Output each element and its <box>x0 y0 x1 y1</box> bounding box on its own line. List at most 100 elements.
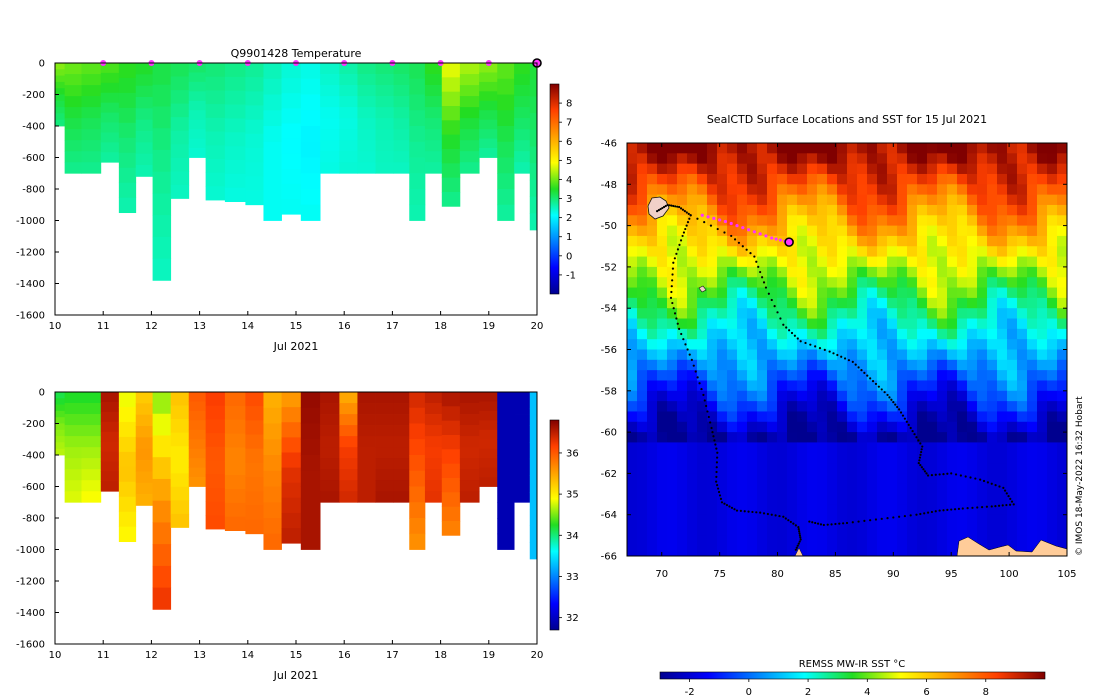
sst-cell <box>967 411 978 423</box>
sst-cell <box>657 525 668 536</box>
sst-cell <box>627 194 638 206</box>
sst-cell <box>987 173 998 185</box>
sst-cell <box>977 246 988 258</box>
sst-cell <box>747 277 758 289</box>
profile-cell <box>441 520 461 536</box>
profile-cell <box>459 447 480 459</box>
sst-cell <box>877 266 888 278</box>
sst-cell <box>627 256 638 268</box>
sst-cell <box>1037 215 1048 227</box>
sst-cell <box>757 452 768 464</box>
sst-cell <box>677 184 688 196</box>
sst-cell <box>967 287 978 299</box>
sst-cell <box>817 235 828 247</box>
profile-cell <box>357 118 376 130</box>
sst-cell <box>707 215 718 227</box>
sst-cell <box>737 256 748 268</box>
sst-cell <box>847 308 858 320</box>
sst-cell <box>637 194 648 206</box>
sst-cell <box>947 266 958 278</box>
sst-cell <box>1057 432 1067 443</box>
sst-cell <box>707 473 718 485</box>
sst-cell <box>867 215 878 227</box>
sst-cell <box>737 184 748 196</box>
sst-cell <box>1007 370 1018 381</box>
track-point <box>966 507 969 510</box>
track-point <box>860 369 863 372</box>
sst-cell <box>787 204 798 216</box>
sst-cell <box>627 514 638 526</box>
profile-cell <box>118 392 137 408</box>
recent-track-point <box>752 230 756 234</box>
track-point <box>923 470 927 473</box>
sst-cell <box>797 380 808 392</box>
sst-cell <box>767 277 778 289</box>
profile-cell <box>170 446 190 461</box>
profile-cell <box>339 96 358 108</box>
sst-cell <box>667 494 678 505</box>
sst-cell <box>967 215 978 227</box>
sst-cell <box>887 256 898 268</box>
x-tick-label: 12 <box>145 650 158 661</box>
sst-cell <box>1057 235 1067 247</box>
track-point <box>703 399 706 402</box>
sst-cell <box>987 442 998 454</box>
sst-cell <box>917 287 928 299</box>
profile-cell <box>81 392 102 404</box>
profile-cell <box>188 138 207 149</box>
track-point <box>799 340 802 343</box>
sst-cell <box>807 504 818 516</box>
sst-cell <box>907 173 918 185</box>
y-tick-label: -400 <box>22 122 45 133</box>
sst-cell <box>747 442 758 454</box>
sst-cell <box>1037 184 1048 196</box>
sst-cell <box>867 287 878 299</box>
sst-cell <box>887 452 898 464</box>
sst-cell <box>1057 401 1067 412</box>
profile-cell <box>375 469 395 481</box>
sst-cell <box>827 380 838 392</box>
profile-cell <box>424 63 443 75</box>
sst-cell <box>937 401 948 412</box>
sst-cell <box>1027 204 1038 216</box>
profile-cell <box>320 480 340 492</box>
sst-cell <box>787 380 798 392</box>
sst-colorbar-tick-label: 6 <box>923 687 929 698</box>
sst-colorbar-tick-label: 2 <box>805 687 811 698</box>
sst-cell <box>657 401 668 412</box>
sst-cell <box>917 194 928 206</box>
colorbar-tick-label: 0 <box>566 251 572 262</box>
profile-cell <box>529 79 538 97</box>
profile-cell <box>281 199 302 215</box>
sst-cell <box>707 401 718 412</box>
sst-cell <box>707 328 718 340</box>
track-point <box>706 410 709 413</box>
sst-cell <box>697 194 708 206</box>
sst-cell <box>727 390 738 402</box>
sst-cell <box>1027 328 1038 340</box>
sst-cell <box>677 277 688 289</box>
profile-cell <box>100 401 120 413</box>
sst-cell <box>797 535 808 547</box>
map-x-tick-label: 100 <box>1000 569 1019 580</box>
profile-cell <box>205 460 226 475</box>
track-point <box>787 519 790 522</box>
profile-cell <box>339 140 358 152</box>
sst-cell <box>697 504 708 516</box>
profile-cell <box>135 471 154 484</box>
sst-cell <box>1047 359 1058 371</box>
profile-cell <box>514 458 531 470</box>
sst-cell <box>747 225 758 237</box>
profile-cell <box>339 403 358 415</box>
sst-cell <box>697 452 708 464</box>
sst-cell <box>977 143 988 154</box>
sst-cell <box>627 287 638 299</box>
track-point <box>743 510 746 513</box>
profile-cell <box>320 414 340 426</box>
sst-cell <box>837 163 848 175</box>
sst-cell <box>747 390 758 402</box>
profile-cell <box>320 140 340 152</box>
profile-cell <box>497 392 515 409</box>
sst-cell <box>917 153 928 165</box>
profile-cell <box>55 75 66 83</box>
